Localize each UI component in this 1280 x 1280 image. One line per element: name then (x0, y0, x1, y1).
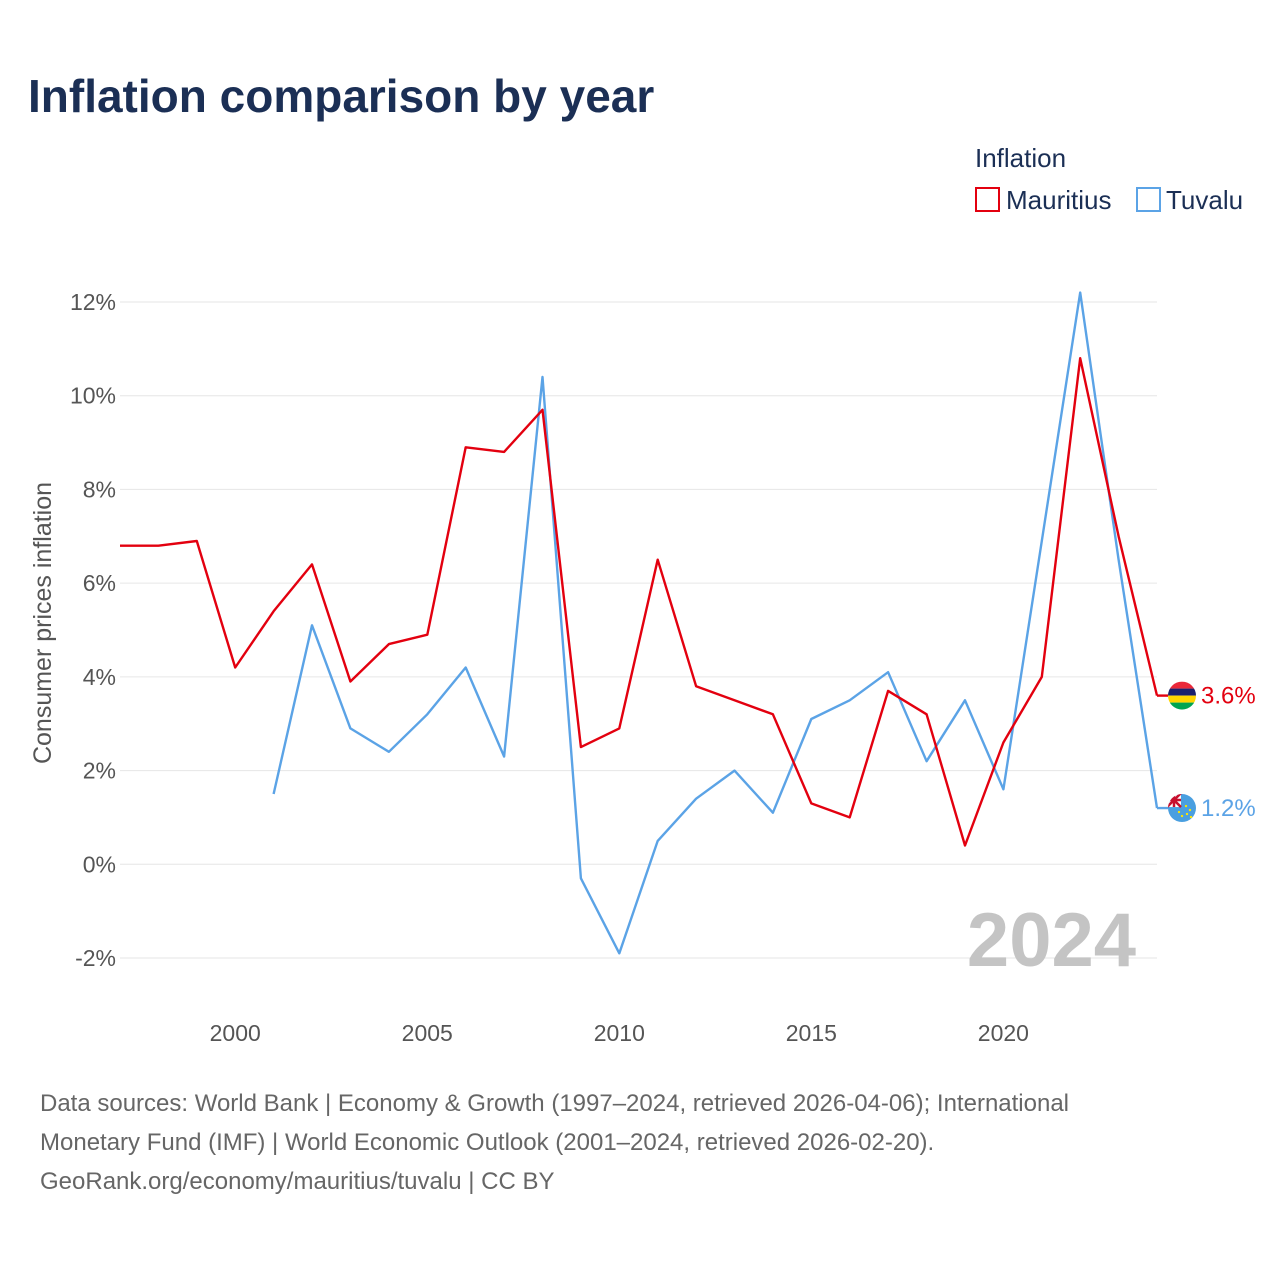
series-line-tuvalu (272, 291, 1159, 955)
y-tick-label: -2% (75, 945, 116, 971)
chart-title: Inflation comparison by year (28, 70, 654, 122)
flag-star (1180, 814, 1184, 818)
footer-sources: Data sources: World Bank | Economy & Gro… (40, 1084, 1240, 1201)
end-marker-tuvalu: 1.2% (1157, 794, 1256, 823)
y-tick-label: 4% (83, 664, 116, 690)
legend-swatch-tuvalu (1136, 187, 1161, 212)
legend-swatch-mauritius (975, 187, 1000, 212)
legend-item-tuvalu[interactable]: Tuvalu (1136, 185, 1243, 215)
legend-label-mauritius: Mauritius (1006, 185, 1111, 215)
inflation-line-chart: Inflation comparison by year Inflation M… (28, 70, 1256, 1046)
footer-line-2: Monetary Fund (IMF) | World Economic Out… (40, 1129, 935, 1156)
mauritius-flag-icon (1168, 681, 1196, 710)
x-tick-label: 2005 (402, 1020, 453, 1046)
flag-star (1189, 815, 1193, 819)
end-label-tuvalu: 1.2% (1201, 795, 1256, 822)
y-axis-ticks: -2% 0% 2% 4% 6% 8% 10% 12% (70, 289, 116, 971)
y-axis-label: Consumer prices inflation (29, 482, 57, 764)
legend-item-mauritius[interactable]: Mauritius (975, 185, 1111, 215)
x-tick-label: 2015 (786, 1020, 837, 1046)
footer-line-3: GeoRank.org/economy/mauritius/tuvalu | C… (40, 1168, 555, 1195)
flag-star (1185, 812, 1189, 816)
x-tick-label: 2010 (594, 1020, 645, 1046)
tuvalu-flag-icon (1168, 794, 1196, 823)
y-tick-label: 0% (83, 851, 116, 877)
series-line-mauritius (120, 357, 1159, 847)
x-tick-label: 2000 (210, 1020, 261, 1046)
x-tick-label: 2020 (978, 1020, 1029, 1046)
flag-star (1177, 810, 1181, 814)
y-tick-label: 6% (83, 570, 116, 596)
year-watermark: 2024 (967, 898, 1136, 983)
y-tick-label: 10% (70, 383, 116, 409)
x-axis-ticks: 2000 2005 2010 2015 2020 (210, 1020, 1029, 1046)
footer-line-1: Data sources: World Bank | Economy & Gro… (40, 1090, 1070, 1117)
series-lines (120, 291, 1159, 955)
y-tick-label: 8% (83, 476, 116, 502)
legend-label-tuvalu: Tuvalu (1166, 185, 1243, 215)
y-tick-label: 2% (83, 758, 116, 784)
end-label-mauritius: 3.6% (1201, 683, 1256, 710)
y-tick-label: 12% (70, 289, 116, 315)
legend-title: Inflation (975, 143, 1066, 173)
end-marker-mauritius: 3.6% (1157, 681, 1256, 710)
flag-star (1184, 804, 1188, 808)
gridlines (120, 301, 1157, 959)
flag-star (1188, 808, 1192, 812)
